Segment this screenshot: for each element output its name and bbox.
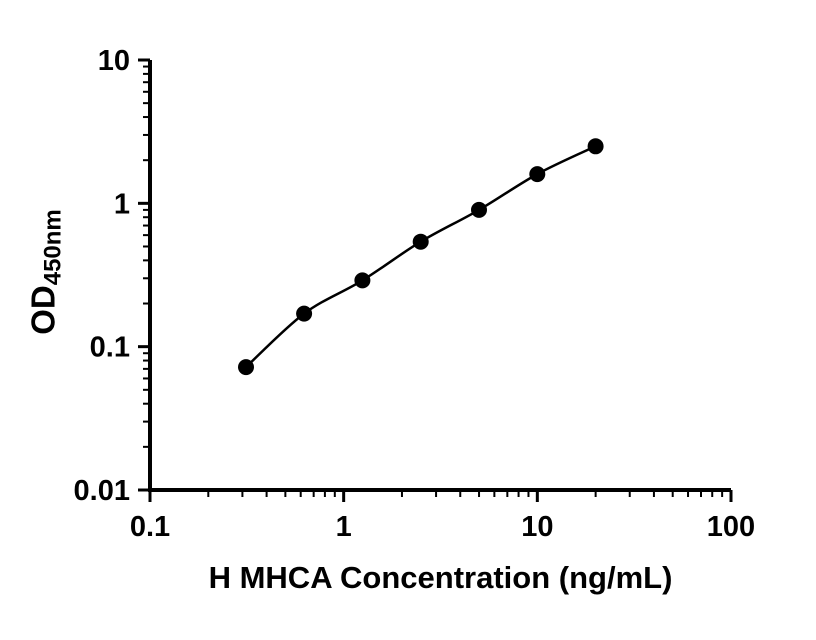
- x-axis-tick-label: 0.1: [130, 511, 170, 543]
- y-axis-title-main: OD: [24, 285, 62, 335]
- x-axis-tick-label: 1: [336, 511, 352, 543]
- y-axis-title: OD450nm: [25, 209, 68, 335]
- y-axis-title-sub: 450nm: [39, 209, 67, 286]
- data-point: [471, 201, 487, 218]
- data-point: [529, 166, 546, 183]
- data-point: [354, 272, 371, 289]
- x-axis-tick-label: 100: [707, 511, 755, 543]
- y-axis-tick-label: 0.1: [90, 332, 130, 364]
- data-point: [587, 138, 604, 155]
- y-axis-tick-label: 1: [114, 188, 130, 220]
- y-axis-tick-label: 0.01: [74, 475, 130, 507]
- axis-lines: [148, 60, 731, 492]
- data-point: [412, 233, 429, 250]
- data-point: [296, 305, 313, 322]
- data-point: [238, 359, 254, 376]
- y-axis-tick-label: 10: [98, 45, 130, 77]
- x-axis-tick-label: 10: [521, 511, 553, 543]
- x-axis-title: H MHCA Concentration (ng/mL): [208, 560, 673, 595]
